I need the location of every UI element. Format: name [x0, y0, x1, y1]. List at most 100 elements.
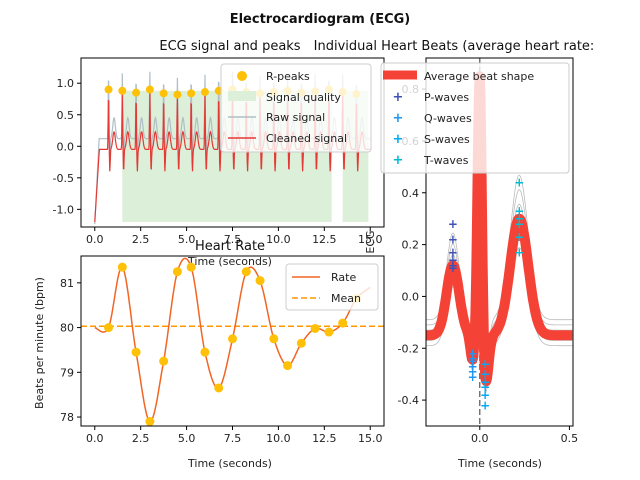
heart-rate-point: [214, 383, 224, 393]
s-wave-marker: +: [480, 357, 490, 371]
heart-rate-point: [269, 334, 279, 344]
heart-beats-x-ticks: 0.0 0.5: [471, 426, 578, 445]
p-wave-marker: +: [448, 258, 458, 272]
y-tick-label: 80: [60, 322, 74, 335]
y-tick-label: 0.4: [402, 187, 420, 200]
y-tick-label: -0.4: [398, 394, 419, 407]
t-wave-marker: +: [514, 212, 524, 226]
ecg-signal-legend: R-peaks Signal quality Raw signal Cleane…: [220, 63, 372, 153]
heart-rate-panel: 0.0 2.5 5.0 7.5 10.0 12.5 15.0 78 79 80 81 Heart …: [33, 239, 385, 470]
heart-rate-point: [172, 267, 182, 277]
average-beat-shape-line: [426, 71, 573, 387]
y-tick-label: 78: [60, 411, 74, 424]
heart-rate-point: [131, 347, 141, 357]
legend-cleaned-signal: Cleaned signal: [266, 132, 347, 145]
r-peak-marker: [145, 85, 154, 94]
t-wave-marker: +: [514, 230, 524, 244]
heart-rate-point: [241, 267, 251, 277]
heart-rate-point: [145, 417, 155, 427]
x-tick-label: 12.5: [312, 233, 337, 246]
legend-t-waves-swatch: +: [393, 153, 404, 168]
ecg-signal-title: ECG signal and peaks: [159, 39, 300, 54]
y-tick-label: 1.0: [57, 77, 75, 90]
legend-signal-quality-swatch: [228, 91, 256, 101]
s-wave-marker: +: [480, 380, 490, 394]
legend-p-waves-swatch: +: [393, 90, 404, 105]
y-tick-label: 0.0: [402, 290, 420, 303]
x-tick-label: 5.0: [178, 432, 196, 445]
x-tick-label: 12.5: [312, 432, 337, 445]
heart-rate-point: [200, 347, 210, 357]
y-tick-label: 0.0: [57, 140, 75, 153]
legend-average-beat: Average beat shape: [424, 70, 534, 83]
y-tick-label: 81: [60, 277, 74, 290]
p-wave-marker: +: [448, 217, 458, 231]
t-wave-marker: +: [514, 245, 524, 259]
heart-rate-point: [159, 356, 169, 366]
x-tick-label: 5.0: [178, 233, 196, 246]
r-peak-marker: [159, 89, 168, 98]
heart-rate-point: [283, 361, 293, 371]
x-tick-label: 0.0: [471, 432, 489, 445]
q-wave-marker: +: [468, 359, 478, 373]
q-wave-marker: +: [468, 365, 478, 379]
y-tick-label: -0.2: [398, 342, 419, 355]
x-tick-label: 7.5: [224, 432, 242, 445]
y-tick-label: 0.5: [57, 109, 75, 122]
heart-rate-legend: Rate Mean: [285, 263, 379, 311]
y-tick-label: 79: [60, 366, 74, 379]
heart-rate-point: [186, 262, 196, 272]
x-tick-label: 10.0: [266, 233, 291, 246]
legend-box: [380, 62, 570, 174]
heart-beats-y-axis-label: ECG: [364, 230, 377, 253]
r-peak-marker: [200, 88, 209, 97]
heart-rate-x-ticks: 0.0 2.5 5.0 7.5 10.0 12.5 15.0: [86, 426, 382, 445]
legend-box: [285, 263, 379, 311]
heart-rate-title: Heart Rate: [195, 239, 265, 254]
s-wave-marker: +: [480, 388, 490, 402]
y-tick-label: -1.0: [53, 203, 74, 216]
legend-t-waves: T-waves: [423, 154, 469, 167]
x-tick-label: 0.0: [86, 432, 104, 445]
heart-rate-point: [117, 262, 127, 272]
heart-beats-x-axis-label: Time (seconds): [457, 457, 542, 470]
legend-q-waves: Q-waves: [424, 112, 472, 125]
heart-beats-title: Individual Heart Beats (average heart ra…: [314, 39, 595, 54]
heart-rate-point: [310, 323, 320, 333]
r-peak-marker: [118, 86, 127, 95]
q-wave-marker: +: [468, 346, 478, 360]
heart-rate-y-axis-label: Beats per minute (bpm): [33, 277, 46, 409]
legend-p-waves: P-waves: [424, 91, 469, 104]
heart-rate-point: [338, 318, 348, 328]
x-tick-label: 10.0: [266, 432, 291, 445]
x-tick-label: 7.5: [224, 233, 242, 246]
t-wave-marker: +: [514, 217, 524, 231]
legend-s-waves-swatch: +: [393, 132, 404, 147]
heart-rate-x-axis-label: Time (seconds): [187, 457, 272, 470]
q-wave-marker: +: [468, 370, 478, 384]
s-wave-marker: +: [480, 375, 490, 389]
x-tick-label: 15.0: [358, 233, 383, 246]
heart-rate-point: [324, 327, 334, 337]
s-wave-marker: +: [480, 367, 490, 381]
legend-q-waves-swatch: +: [393, 111, 404, 126]
figure-suptitle: Electrocardiogram (ECG): [230, 12, 411, 27]
r-peak-marker: [132, 88, 141, 97]
p-wave-marker: +: [448, 253, 458, 267]
legend-raw-signal: Raw signal: [266, 111, 325, 124]
q-wave-marker: +: [468, 352, 478, 366]
ecg-signal-x-ticks: 0.0 2.5 5.0 7.5 10.0 12.5 15.0: [86, 227, 382, 246]
heart-rate-y-ticks: 78 79 80 81: [60, 277, 81, 424]
x-tick-label: 2.5: [132, 432, 150, 445]
t-wave-marker: +: [514, 175, 524, 189]
legend-box: [220, 63, 372, 153]
q-wave-marker: +: [468, 354, 478, 368]
heart-rate-point: [228, 334, 237, 344]
heart-beats-panel: ++++++++++++++++++++++++ 0.0 0.5 -0.4-0.2…: [314, 39, 595, 470]
legend-rate: Rate: [331, 271, 356, 284]
heart-rate-point: [255, 276, 265, 286]
heart-beats-axes-frame: [425, 57, 574, 427]
legend-r-peaks: R-peaks: [266, 70, 310, 83]
x-tick-label: 0.5: [561, 432, 579, 445]
